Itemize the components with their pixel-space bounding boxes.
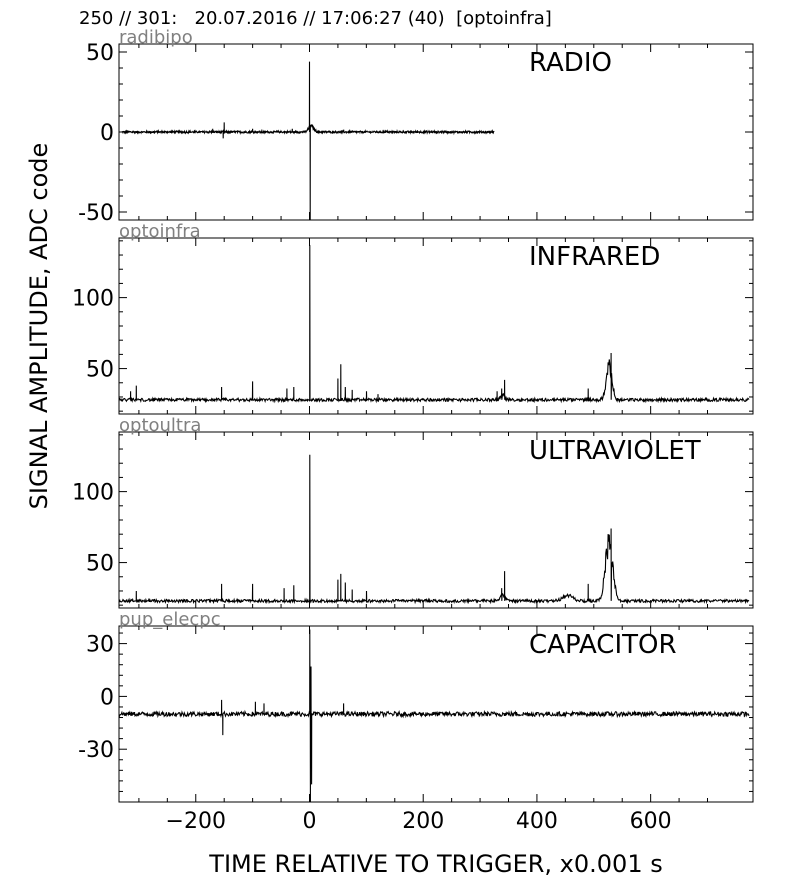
series-line-pup_elecpc: [119, 629, 750, 802]
x-tick-label: −200: [166, 809, 226, 834]
panel-infrared: 100 50 INFRARED optoinfra: [72, 221, 754, 415]
panel-frame: [118, 625, 754, 803]
y-tick-label: 30: [86, 633, 114, 658]
panel-title: RADIO: [529, 48, 612, 78]
y-tick-label: 100: [72, 287, 114, 312]
x-tick-label: 400: [516, 809, 558, 834]
y-tick-label: 100: [72, 481, 114, 506]
y-tick-label: 50: [86, 41, 114, 66]
x-tick-label: 200: [402, 809, 444, 834]
y-axis-label: SIGNAL AMPLITUDE, ADC code: [25, 143, 53, 510]
panel-ultraviolet: 100 50 ULTRAVIOLET optoultra: [72, 415, 754, 609]
x-axis-label: TIME RELATIVE TO TRIGGER, x0.001 s: [208, 850, 662, 878]
panel-title: INFRARED: [529, 242, 660, 272]
panel-radio: 50 0 -50 RADIO radibipo: [78, 27, 754, 226]
y-tick-label: 0: [100, 121, 114, 146]
y-tick-label: 50: [86, 358, 114, 383]
series-line-optoultra: [119, 454, 750, 605]
y-tick-label: 0: [100, 685, 114, 710]
y-tick-label: -50: [78, 201, 114, 226]
channel-label: optoultra: [119, 415, 201, 436]
channel-label: radibipo: [119, 27, 193, 48]
header-text: 250 // 301: 20.07.2016 // 17:06:27 (40) …: [79, 8, 552, 29]
panel-capacitor: 30 0 -30 CAPACITOR pup_elecpc: [78, 609, 754, 803]
x-tick-label: 0: [302, 809, 316, 834]
y-tick-label: 50: [86, 552, 114, 577]
panel-title: ULTRAVIOLET: [529, 436, 701, 466]
series-line-optoinfra: [119, 245, 750, 404]
channel-label: optoinfra: [119, 221, 201, 242]
channel-label: pup_elecpc: [119, 609, 221, 630]
series-line-radibipo: [121, 61, 495, 220]
panels: 50 0 -50 RADIO radibipo 100 50 INFRARED optoinfr…: [72, 27, 754, 834]
x-tick-label: 600: [630, 809, 672, 834]
y-tick-label: -30: [78, 738, 114, 763]
panel-title: CAPACITOR: [529, 630, 677, 660]
